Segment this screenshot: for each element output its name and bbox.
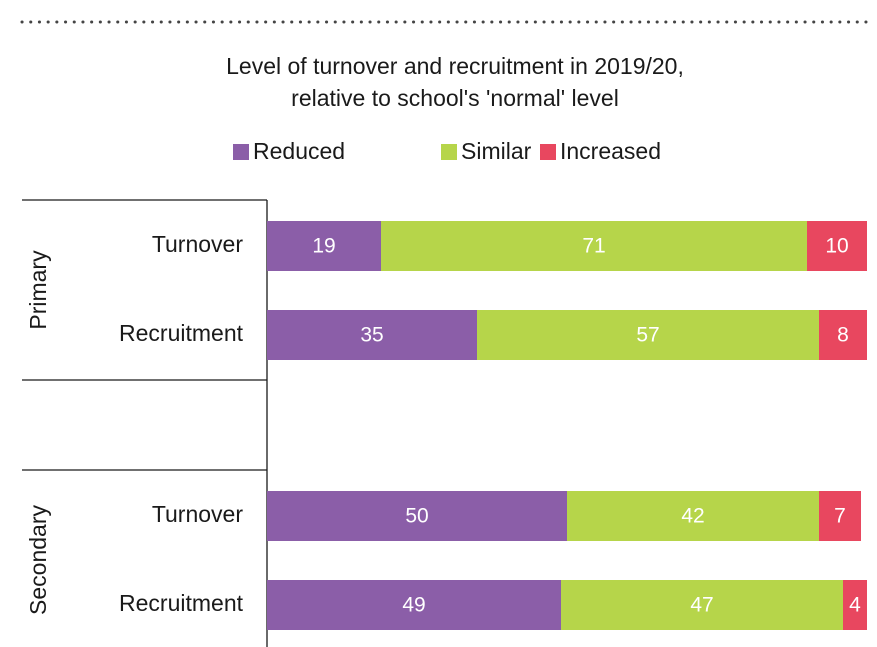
data-label: 49 [402, 594, 425, 617]
data-label: 4 [849, 594, 861, 617]
y-tick-label: Turnover [152, 231, 244, 257]
bar-segment [843, 580, 867, 630]
bar-segment [819, 491, 861, 541]
chart-title: relative to school's 'normal' level [291, 85, 619, 111]
bar-segment [561, 580, 843, 630]
bar-segment [267, 491, 567, 541]
legend-swatch [233, 144, 249, 160]
bar-segment [567, 491, 819, 541]
group-label: Primary [25, 250, 51, 330]
bar-segment [267, 310, 477, 360]
legend-label: Reduced [253, 138, 345, 164]
data-label: 7 [834, 505, 846, 528]
bar-segment [267, 221, 381, 271]
bar-segment [381, 221, 807, 271]
y-tick-label: Recruitment [119, 320, 244, 346]
data-label: 35 [360, 324, 383, 347]
data-label: 71 [582, 235, 605, 258]
y-tick-label: Turnover [152, 501, 244, 527]
data-label: 10 [825, 235, 848, 258]
data-label: 47 [690, 594, 713, 617]
legend-swatch [441, 144, 457, 160]
chart-title: Level of turnover and recruitment in 201… [226, 53, 684, 79]
data-label: 19 [312, 235, 335, 258]
data-label: 42 [681, 505, 704, 528]
group-label: Secondary [25, 505, 51, 615]
bar-segment [819, 310, 867, 360]
data-label: 57 [636, 324, 659, 347]
bar-segment [477, 310, 819, 360]
data-label: 50 [405, 505, 428, 528]
legend-swatch [540, 144, 556, 160]
bar-segment [267, 580, 561, 630]
legend-label: Similar [461, 138, 532, 164]
bar-segment [807, 221, 867, 271]
y-tick-label: Recruitment [119, 590, 244, 616]
data-label: 8 [837, 324, 849, 347]
legend-label: Increased [560, 138, 661, 164]
